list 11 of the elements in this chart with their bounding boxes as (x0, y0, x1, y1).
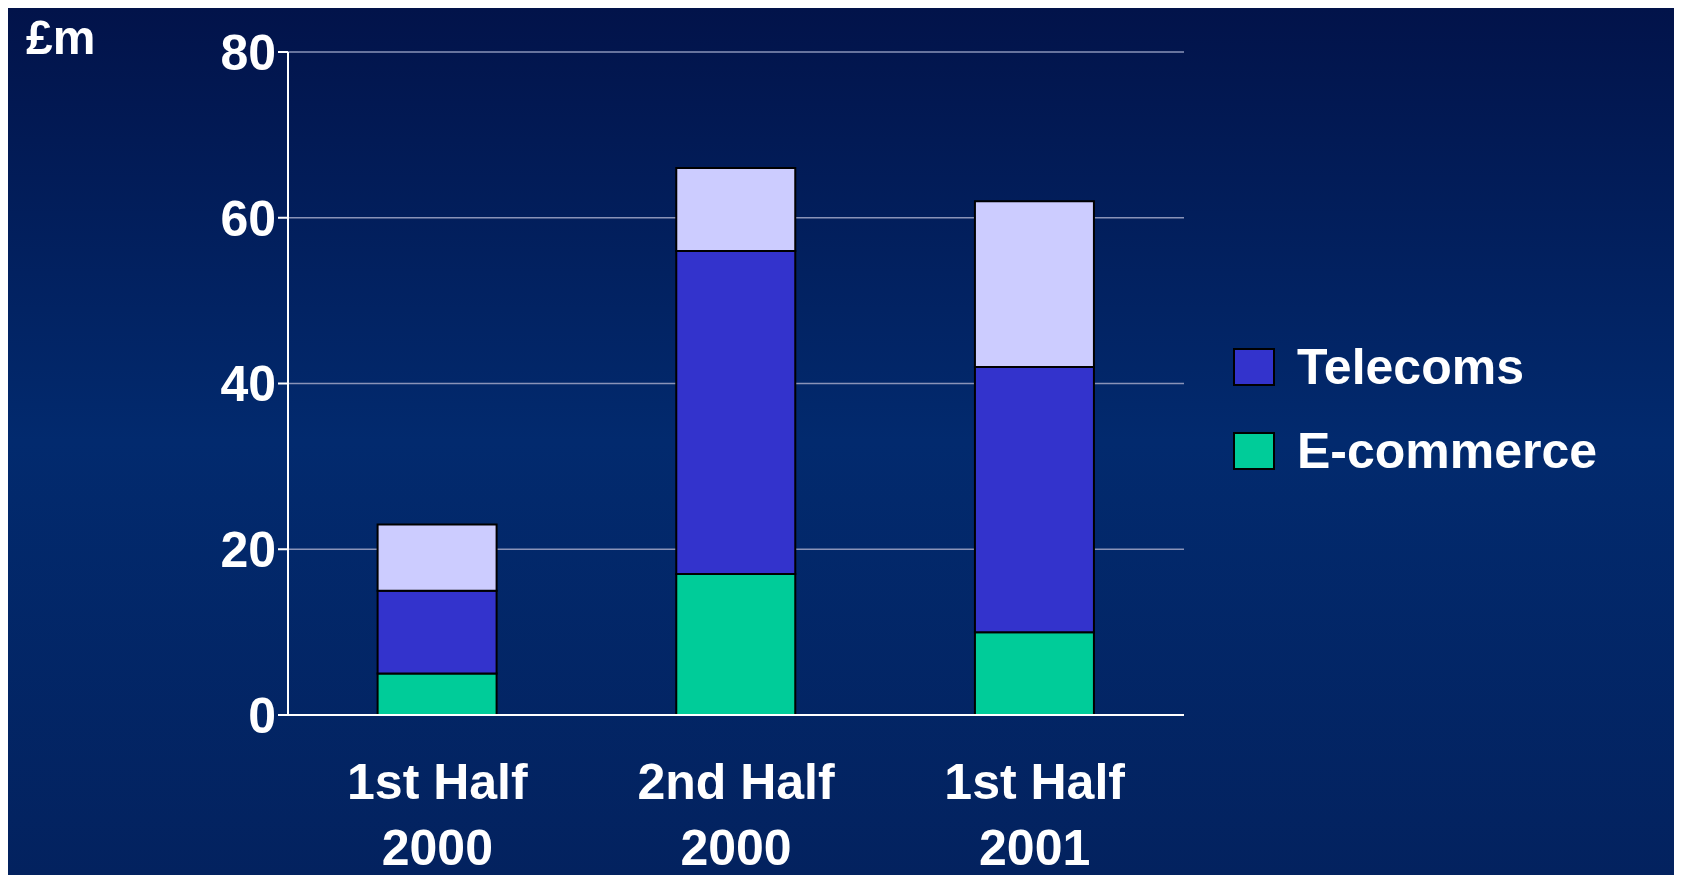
y-tick-label: 60 (220, 190, 276, 247)
y-axis-title: £m (26, 10, 96, 65)
x-tick-label: 2nd Half 2000 (637, 754, 835, 876)
y-tick-label: 40 (220, 356, 276, 413)
legend-label: Telecoms (1297, 338, 1524, 396)
x-tick-label: 1st Half 2000 (347, 754, 528, 876)
y-tick-label: 80 (220, 24, 276, 81)
y-tick-label: 20 (220, 522, 276, 578)
x-tick-label: 1st Half 2001 (944, 754, 1126, 876)
y-tick-label: 0 (248, 687, 276, 744)
legend-label: E-commerce (1297, 422, 1598, 480)
